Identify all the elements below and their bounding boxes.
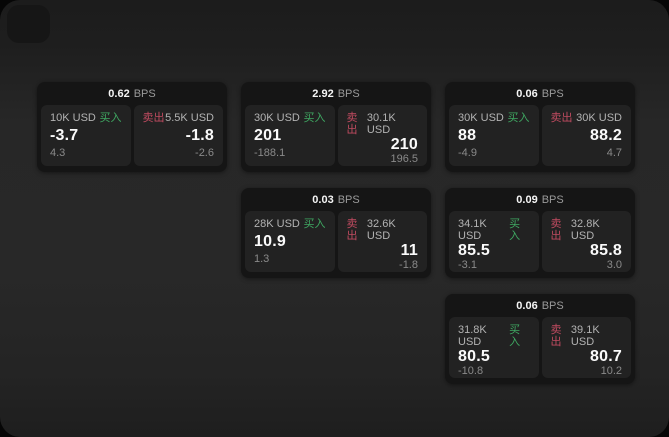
bps-unit-label: BPS — [541, 299, 564, 312]
sell-delta: 4.7 — [606, 147, 622, 159]
sell-panel[interactable]: 卖出 30K USD 88.2 4.7 — [541, 105, 631, 166]
sell-price: 210 — [390, 136, 418, 153]
bps-value: 2.92 — [312, 87, 334, 100]
quote-card: 0.62 BPS 10K USD 买入 -3.7 4.3 卖出 5.5K USD… — [37, 82, 227, 172]
sell-side-label: 卖出 — [550, 218, 562, 242]
sell-delta: -1.8 — [399, 259, 418, 271]
corner-accent — [7, 5, 50, 43]
sell-panel[interactable]: 卖出 39.1K USD 80.7 10.2 — [541, 317, 631, 378]
buy-side-label: 买入 — [303, 112, 326, 124]
buy-panel[interactable]: 30K USD 买入 88 -4.9 — [449, 105, 539, 166]
buy-panel[interactable]: 31.8K USD 买入 80.5 -10.8 — [449, 317, 539, 378]
sell-amount: 5.5K USD — [165, 112, 214, 124]
sell-amount: 30K USD — [576, 112, 622, 124]
buy-price: -3.7 — [50, 127, 79, 144]
sell-delta: 10.2 — [600, 365, 622, 377]
bps-value: 0.06 — [516, 299, 538, 312]
sell-side-label: 卖出 — [346, 218, 358, 242]
sell-delta: 3.0 — [606, 259, 622, 271]
sell-panel[interactable]: 卖出 30.1K USD 210 196.5 — [337, 105, 427, 166]
buy-panel[interactable]: 34.1K USD 买入 85.5 -3.1 — [449, 211, 539, 272]
bps-unit-label: BPS — [541, 193, 564, 206]
card-header: 0.62 BPS — [41, 82, 223, 105]
buy-amount: 30K USD — [458, 112, 504, 124]
card-header: 0.09 BPS — [449, 188, 631, 211]
bps-unit-label: BPS — [337, 193, 360, 206]
buy-panel[interactable]: 28K USD 买入 10.9 1.3 — [245, 211, 335, 272]
card-header: 0.06 BPS — [449, 294, 631, 317]
bps-value: 0.09 — [516, 193, 538, 206]
buy-price: 80.5 — [458, 348, 490, 365]
bps-unit-label: BPS — [133, 87, 156, 100]
card-header: 2.92 BPS — [245, 82, 427, 105]
buy-panel[interactable]: 30K USD 买入 201 -188.1 — [245, 105, 335, 166]
card-header: 0.03 BPS — [245, 188, 427, 211]
buy-price: 85.5 — [458, 242, 490, 259]
card-header: 0.06 BPS — [449, 82, 631, 105]
buy-amount: 34.1K USD — [458, 218, 487, 242]
quote-card: 0.06 BPS 30K USD 买入 88 -4.9 卖出 30K USD 8… — [445, 82, 635, 172]
sell-panel[interactable]: 卖出 5.5K USD -1.8 -2.6 — [133, 105, 223, 166]
bps-unit-label: BPS — [337, 87, 360, 100]
sell-price: -1.8 — [185, 127, 214, 144]
sell-price: 85.8 — [590, 242, 622, 259]
sell-panel[interactable]: 卖出 32.6K USD 11 -1.8 — [337, 211, 427, 272]
buy-amount: 31.8K USD — [458, 324, 487, 348]
sell-amount: 32.8K USD — [570, 218, 600, 242]
buy-side-label: 买入 — [303, 218, 326, 230]
buy-delta: -188.1 — [254, 147, 286, 159]
buy-side-label: 买入 — [509, 218, 521, 242]
buy-delta: -4.9 — [458, 147, 477, 159]
sell-side-label: 卖出 — [142, 112, 165, 124]
sell-panel[interactable]: 卖出 32.8K USD 85.8 3.0 — [541, 211, 631, 272]
sell-amount: 32.6K USD — [366, 218, 396, 242]
buy-delta: 1.3 — [254, 253, 270, 265]
buy-delta: -10.8 — [458, 365, 484, 377]
sell-amount: 30.1K USD — [366, 112, 396, 136]
buy-side-label: 买入 — [507, 112, 530, 124]
sell-side-label: 卖出 — [550, 324, 562, 348]
buy-price: 10.9 — [254, 233, 286, 250]
sell-price: 88.2 — [590, 127, 622, 144]
buy-amount: 10K USD — [50, 112, 96, 124]
buy-side-label: 买入 — [509, 324, 521, 348]
sell-amount: 39.1K USD — [570, 324, 600, 348]
buy-panel[interactable]: 10K USD 买入 -3.7 4.3 — [41, 105, 131, 166]
buy-delta: 4.3 — [50, 147, 66, 159]
quote-card: 0.09 BPS 34.1K USD 买入 85.5 -3.1 卖出 32.8K… — [445, 188, 635, 278]
sell-side-label: 卖出 — [346, 112, 358, 136]
buy-price: 201 — [254, 127, 282, 144]
sell-price: 80.7 — [590, 348, 622, 365]
bps-value: 0.62 — [108, 87, 130, 100]
buy-amount: 30K USD — [254, 112, 300, 124]
quote-card: 2.92 BPS 30K USD 买入 201 -188.1 卖出 30.1K … — [241, 82, 431, 172]
sell-delta: -2.6 — [195, 147, 214, 159]
sell-delta: 196.5 — [390, 153, 418, 165]
buy-amount: 28K USD — [254, 218, 300, 230]
bps-value: 0.06 — [516, 87, 538, 100]
buy-price: 88 — [458, 127, 477, 144]
quote-card: 0.03 BPS 28K USD 买入 10.9 1.3 卖出 32.6K US… — [241, 188, 431, 278]
sell-price: 11 — [400, 242, 418, 259]
quote-card: 0.06 BPS 31.8K USD 买入 80.5 -10.8 卖出 39.1… — [445, 294, 635, 384]
bps-value: 0.03 — [312, 193, 334, 206]
sell-side-label: 卖出 — [550, 112, 573, 124]
buy-delta: -3.1 — [458, 259, 477, 271]
buy-side-label: 买入 — [99, 112, 122, 124]
bps-unit-label: BPS — [541, 87, 564, 100]
